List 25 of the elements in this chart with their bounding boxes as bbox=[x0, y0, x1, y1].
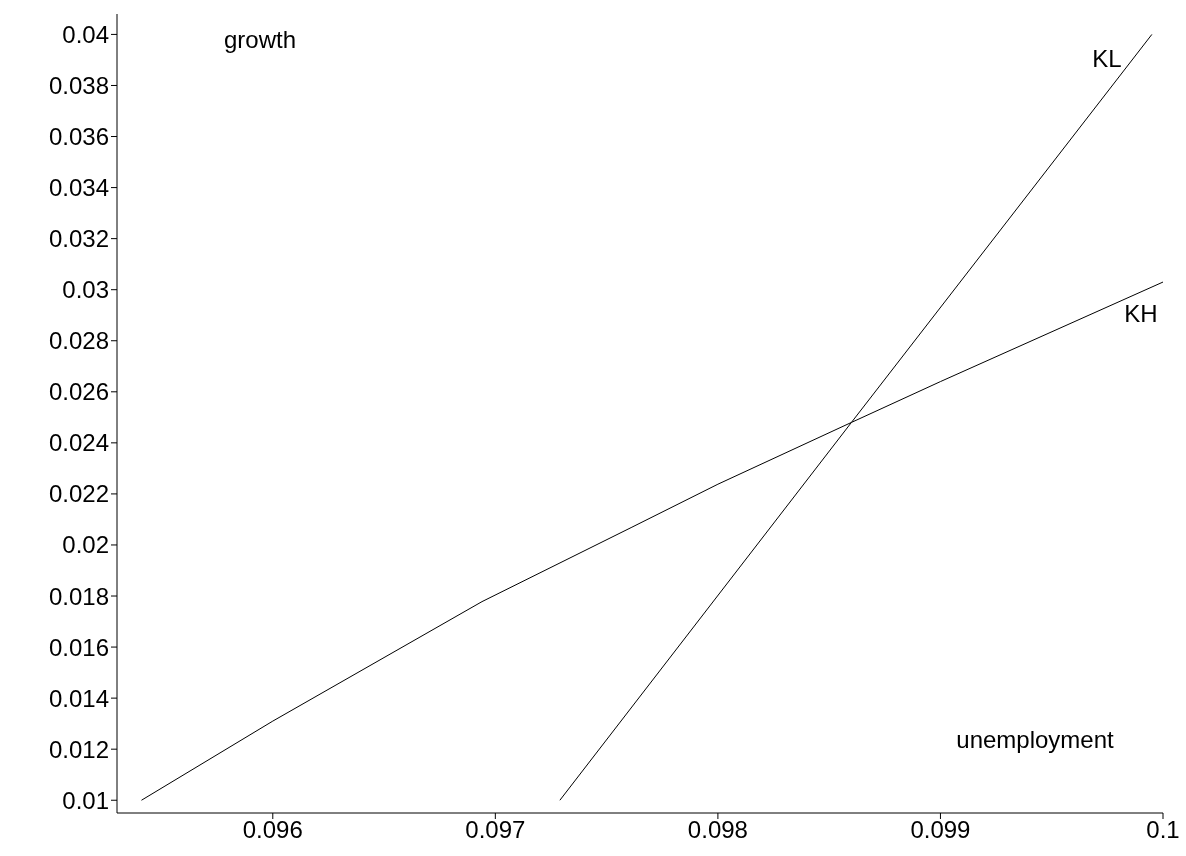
y-tick-label: 0.012 bbox=[48, 735, 109, 763]
y-tick-label: 0.016 bbox=[48, 633, 109, 661]
x-tick-label: 0.097 bbox=[465, 816, 526, 844]
y-tick-label: 0.034 bbox=[48, 174, 109, 202]
y-tick-label: 0.026 bbox=[48, 378, 109, 406]
y-tick-label: 0.03 bbox=[62, 276, 109, 304]
y-tick-label: 0.038 bbox=[48, 72, 109, 99]
x-axis-title: unemployment bbox=[956, 726, 1114, 754]
y-tick-label: 0.022 bbox=[48, 480, 109, 508]
series-label: KH bbox=[1124, 300, 1158, 329]
y-tick-label: 0.028 bbox=[48, 327, 109, 355]
x-tick-label: 0.1 bbox=[1146, 816, 1180, 844]
x-tick-label: 0.098 bbox=[687, 816, 748, 844]
y-axis-title: growth bbox=[223, 26, 297, 54]
y-tick-label: 0.014 bbox=[48, 684, 109, 712]
y-tick-label: 0.024 bbox=[48, 429, 109, 457]
series-label: KL bbox=[1092, 45, 1122, 74]
x-tick-label: 0.096 bbox=[242, 816, 303, 844]
y-tick-label: 0.01 bbox=[62, 786, 109, 814]
y-tick-label: 0.036 bbox=[48, 123, 109, 151]
y-tick-label: 0.04 bbox=[62, 20, 109, 48]
y-tick-label: 0.018 bbox=[48, 582, 109, 610]
y-tick-label: 0.032 bbox=[48, 225, 109, 253]
x-tick-label: 0.099 bbox=[910, 816, 971, 844]
y-tick-label: 0.02 bbox=[62, 531, 109, 559]
